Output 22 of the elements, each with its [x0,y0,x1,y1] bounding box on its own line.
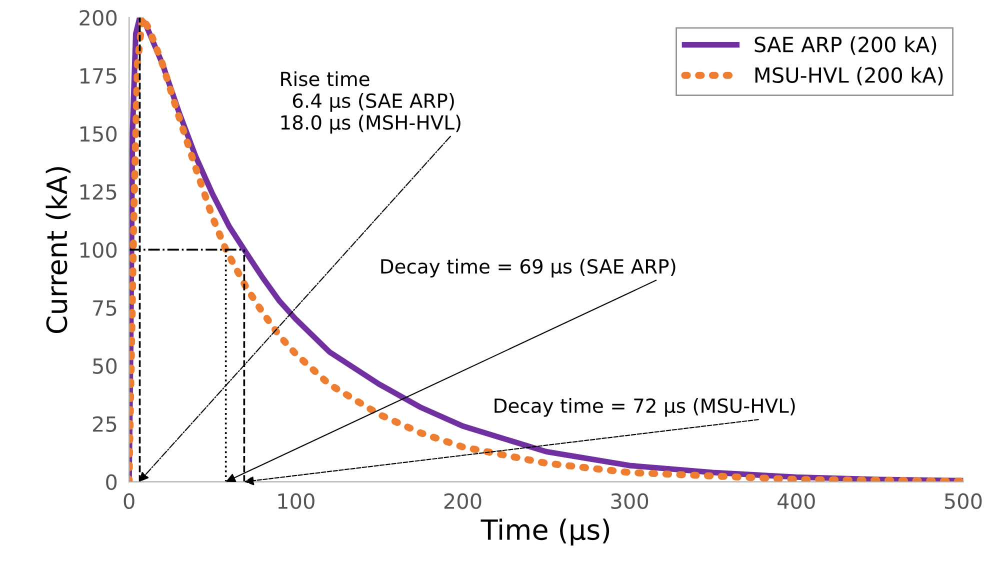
annotation: Decay time = 69 µs (SAE ARP) [381,258,676,278]
legend-label: MSU-HVL (200 kA) [755,66,943,86]
y-axis-title: Current (kA) [46,167,71,334]
legend-label: SAE ARP (200 kA) [754,36,936,55]
annotation: Rise time 6.4 µs (SAE ARP) 18.0 µs (MSH-HVL) [281,71,460,134]
y-tick-label: 25 [92,416,116,432]
x-tick-label: 200 [444,493,482,510]
x-tick-label: 100 [278,493,314,510]
y-tick-label: 0 [106,474,117,490]
y-tick-label: 150 [80,126,117,142]
x-tick-label: 400 [778,493,815,510]
y-tick-label: 75 [93,300,116,316]
x-tick-label: 500 [944,493,982,510]
y-tick-label: 125 [80,184,116,200]
x-axis-title: Time (µs) [480,518,610,546]
x-tick-label: 0 [124,493,134,510]
annotation: Decay time = 72 µs (MSU-HVL) [494,398,795,417]
y-tick-label: 100 [80,242,117,258]
x-tick-label: 300 [611,493,648,510]
y-tick-label: 200 [80,10,117,26]
y-tick-label: 175 [80,68,116,84]
y-tick-label: 50 [93,358,117,374]
